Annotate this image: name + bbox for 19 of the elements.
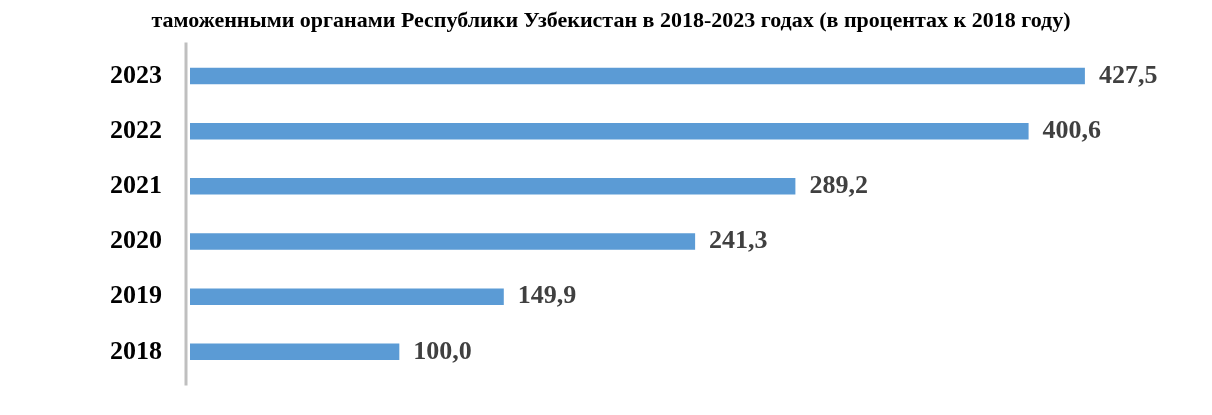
data-label: 241,3 [709, 225, 768, 255]
y-tick-label: 2018 [110, 335, 162, 365]
data-label: 289,2 [809, 170, 868, 200]
bar [190, 233, 696, 250]
bar [190, 122, 1029, 140]
bar [190, 67, 1085, 85]
y-tick-label: 2020 [110, 225, 162, 255]
data-label: 100,0 [413, 335, 472, 365]
bar [190, 288, 504, 305]
data-label: 400,6 [1042, 114, 1102, 144]
data-label: 149,9 [517, 280, 577, 310]
y-tick-label: 2023 [110, 59, 162, 89]
bar [190, 178, 796, 195]
y-tick-label: 2021 [110, 170, 162, 200]
chart-title: таможенными органами Республики Узбекистан в 2018-2023 годах (в процентах к 2018 году) [151, 6, 1071, 32]
y-tick-label: 2019 [110, 280, 162, 310]
bar [190, 343, 400, 361]
y-tick-label: 2022 [110, 114, 162, 144]
data-label: 427,5 [1098, 59, 1158, 89]
